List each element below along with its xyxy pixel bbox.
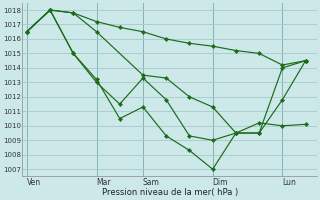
X-axis label: Pression niveau de la mer( hPa ): Pression niveau de la mer( hPa )	[101, 188, 238, 197]
